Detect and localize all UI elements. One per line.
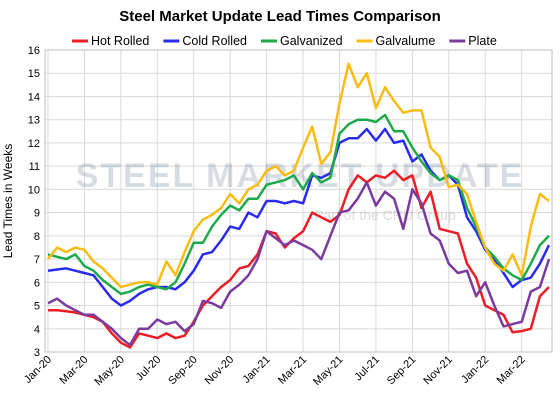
y-tick-label: 15 <box>28 68 40 80</box>
y-tick-label: 12 <box>28 138 40 150</box>
series-line <box>47 113 550 296</box>
y-tick-label: 8 <box>34 231 40 243</box>
y-tick-label: 10 <box>28 184 40 196</box>
legend-label: Hot Rolled <box>91 34 149 48</box>
watermark-sub: Part of the CRU Group <box>314 207 456 223</box>
plot-border <box>44 49 553 353</box>
y-tick-label: 13 <box>28 115 40 127</box>
y-tick-label: 9 <box>34 208 40 220</box>
y-tick-label: 7 <box>34 254 40 266</box>
series-line <box>47 62 550 289</box>
series-line <box>47 181 551 347</box>
y-tick-label: 14 <box>28 91 40 103</box>
y-tick-label: 16 <box>28 45 40 57</box>
series-line <box>48 169 550 349</box>
y-tick-label: 4 <box>34 324 40 336</box>
legend-label: Galvanized <box>280 34 343 48</box>
y-tick-label: 3 <box>34 347 40 359</box>
legend-label: Galvalume <box>376 34 436 48</box>
y-tick-label: 11 <box>29 161 40 173</box>
watermark: STEEL MARKET UPDATE <box>76 157 525 195</box>
legend-label: Plate <box>468 34 497 48</box>
y-tick-label: 6 <box>34 277 40 289</box>
series-line <box>47 127 551 307</box>
y-axis-label: Lead Times in Weeks <box>1 144 15 259</box>
legend-label: Cold Rolled <box>182 34 247 48</box>
y-tick-label: 5 <box>34 301 40 313</box>
chart-title: Steel Market Update Lead Times Compariso… <box>119 8 440 25</box>
